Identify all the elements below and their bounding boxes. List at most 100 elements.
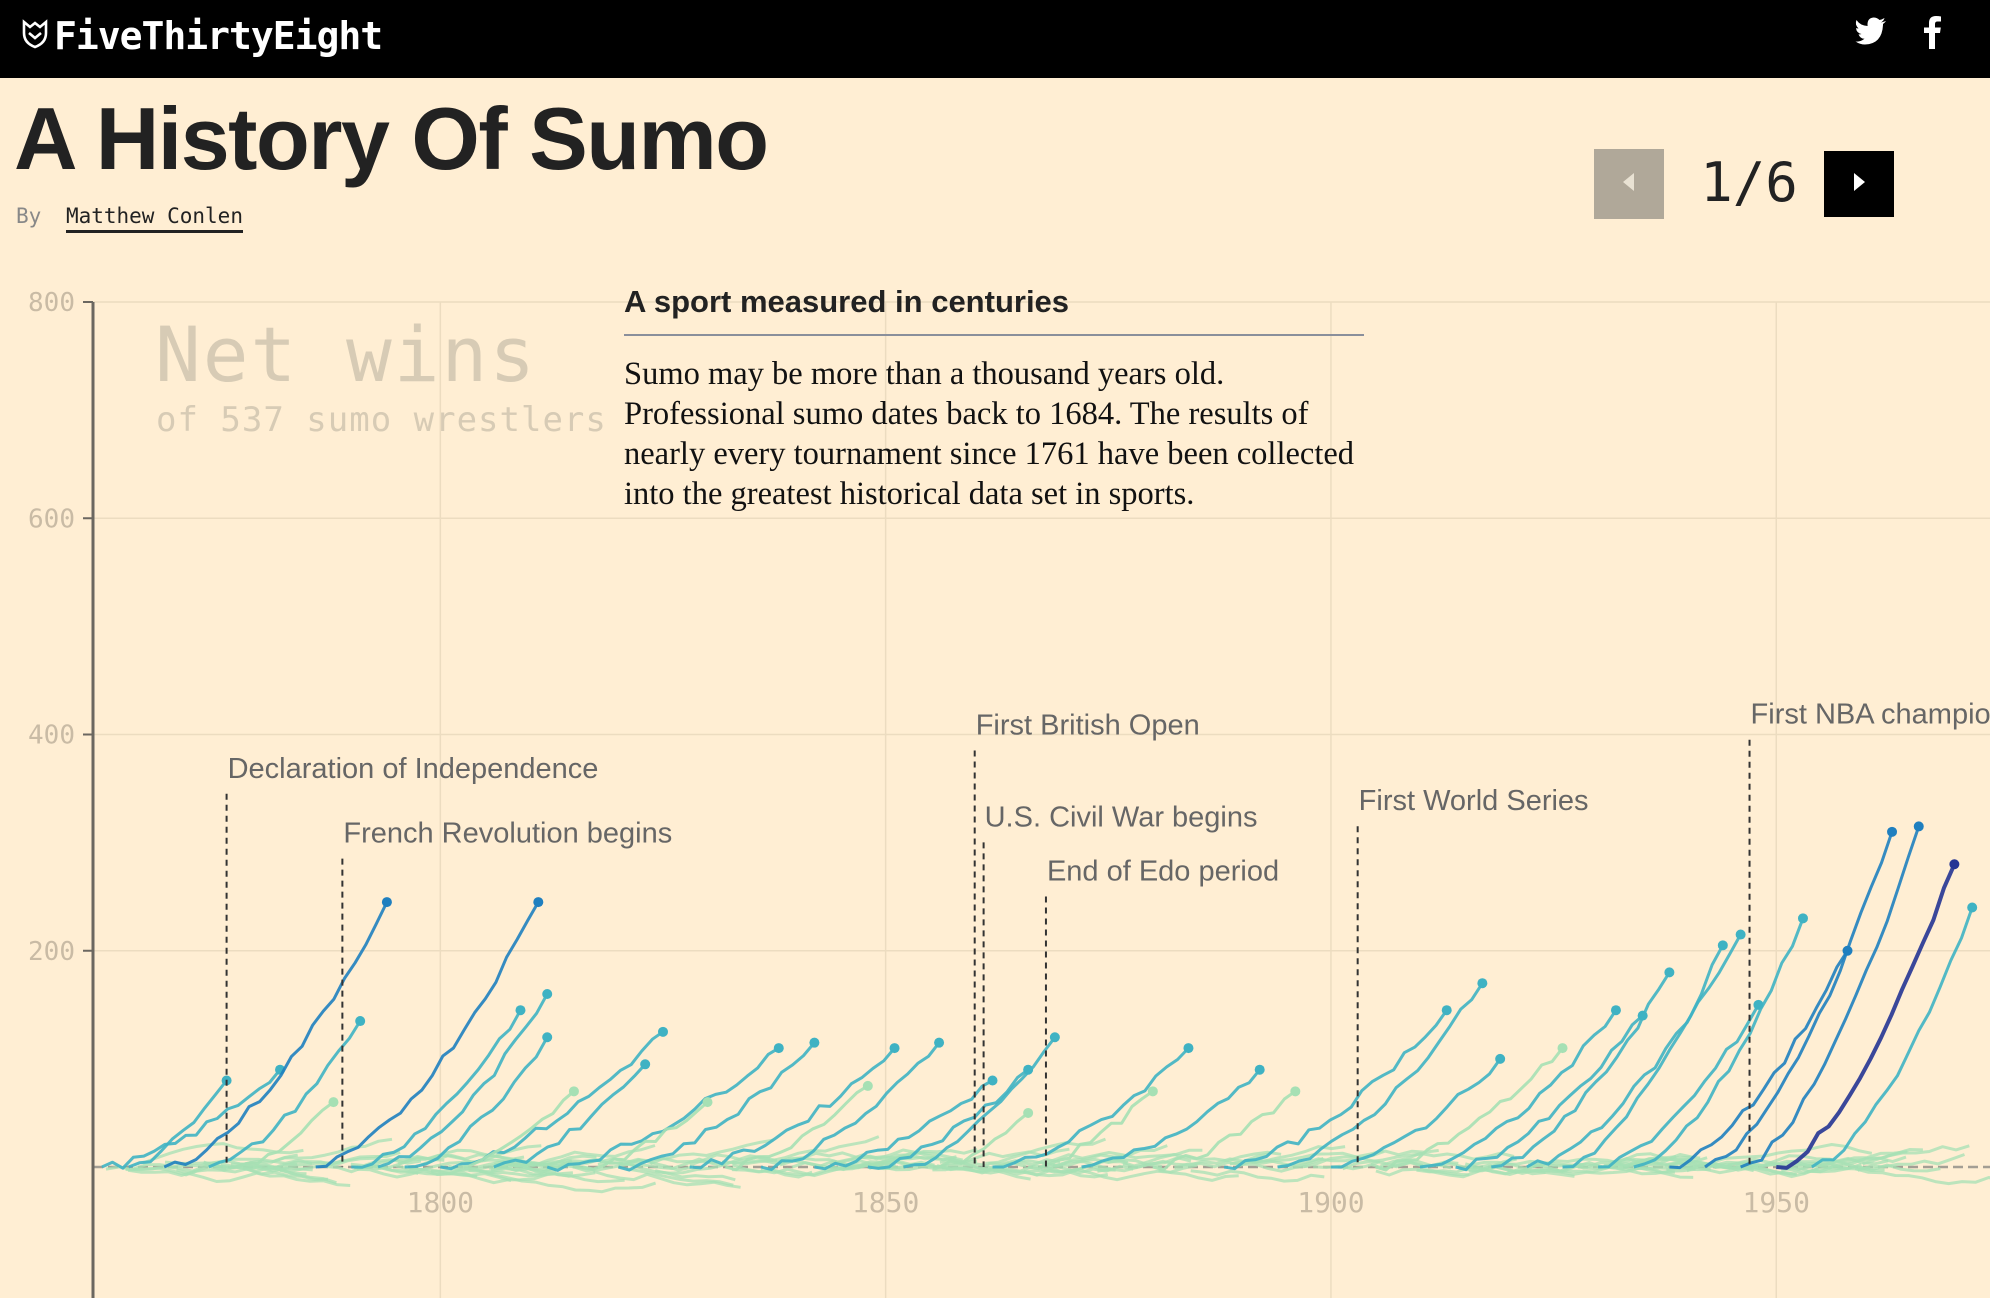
- series-end-point: [1797, 913, 1808, 924]
- series-line-minor: [572, 1158, 653, 1173]
- series-line-minor: [649, 1156, 718, 1166]
- top-bar: FiveThirtyEight: [0, 0, 1990, 78]
- byline-prefix: By: [16, 204, 42, 228]
- series-end-point: [1183, 1043, 1194, 1054]
- series-end-point: [1913, 821, 1924, 832]
- series-end-point: [640, 1059, 651, 1070]
- series-line-minor: [1575, 1162, 1696, 1176]
- author-link[interactable]: Matthew Conlen: [65, 204, 243, 233]
- series-line-minor: [626, 1167, 734, 1187]
- series-end-point: [1023, 1107, 1034, 1118]
- series-line-minor: [356, 1167, 478, 1179]
- x-tick-label: 1900: [1297, 1186, 1364, 1219]
- series-end-point: [702, 1097, 713, 1108]
- series-line: [1277, 982, 1484, 1169]
- facebook-share-button[interactable]: [1920, 14, 1944, 50]
- series-line-minor: [1806, 1163, 1941, 1174]
- event-label: First World Series: [1359, 785, 1589, 817]
- series-end-point: [1664, 967, 1675, 978]
- series-line: [1669, 949, 1849, 1170]
- annotation-body: Sumo may be more than a thousand years o…: [624, 356, 1355, 512]
- series-end-point: [809, 1037, 820, 1048]
- series-line-minor: [629, 1154, 778, 1175]
- series-line: [1633, 917, 1805, 1169]
- series-line-minor: [1610, 1152, 1691, 1164]
- series-line-minor: [242, 1165, 337, 1185]
- arrow-left-icon: [1620, 172, 1638, 197]
- brand-name: FiveThirtyEight: [54, 14, 383, 58]
- series-line: [689, 1047, 896, 1170]
- event-label: U.S. Civil War begins: [985, 801, 1258, 833]
- series-line-minor: [271, 1137, 393, 1164]
- series-end-point: [889, 1043, 900, 1054]
- series-end-point: [1967, 902, 1978, 913]
- series-line: [618, 1041, 816, 1172]
- series-line: [1811, 907, 1974, 1169]
- page-title: A History Of Sumo: [14, 89, 769, 188]
- byline: By Matthew Conlen: [16, 204, 243, 233]
- series-line-minor: [1463, 1159, 1584, 1173]
- chart-title: Net wins: [155, 310, 538, 399]
- series-line-minor: [1546, 1166, 1694, 1179]
- twitter-share-button[interactable]: [1854, 14, 1888, 48]
- annotation-card: A sport measured in centuries Sumo may b…: [624, 284, 1364, 514]
- series-end-point: [1735, 929, 1746, 940]
- series-end-point: [1147, 1086, 1158, 1097]
- slide-current: 1: [1700, 151, 1733, 214]
- twitter-icon: [1854, 14, 1888, 48]
- series-end-point: [1477, 978, 1488, 989]
- facebook-icon: [1920, 14, 1944, 50]
- series-end-point: [1557, 1043, 1568, 1054]
- y-tick-label: 400: [28, 721, 75, 751]
- series-end-point: [1023, 1064, 1034, 1075]
- next-slide-button[interactable]: [1824, 151, 1894, 217]
- series-line-minor: [1158, 1168, 1239, 1182]
- chart-events: Declaration of Independence French Revolu…: [225, 699, 1990, 1167]
- chart-series: [101, 821, 1990, 1194]
- series-line-minor: [468, 1169, 657, 1194]
- event-label: Declaration of Independence: [228, 753, 599, 785]
- series-line: [1598, 1004, 1760, 1169]
- net-wins-chart: Declaration of Independence French Revolu…: [28, 288, 1990, 1298]
- series-line-minor: [599, 1138, 774, 1164]
- chart-axes: 200 400 600 800 1800 1850 1900 1950: [28, 288, 1810, 1298]
- series-line: [1740, 825, 1921, 1169]
- series-line-minor: [1342, 1152, 1424, 1171]
- series-line: [128, 1079, 228, 1169]
- series-line-minor: [1862, 1144, 1970, 1166]
- series-line: [1419, 1009, 1618, 1169]
- series-end-point: [987, 1075, 998, 1086]
- series-line: [1223, 1009, 1448, 1171]
- series-end-point: [1495, 1053, 1506, 1064]
- series-end-point: [533, 897, 544, 908]
- series-line-minor: [1854, 1167, 1990, 1186]
- series-line: [163, 901, 389, 1169]
- series-end-point: [862, 1080, 873, 1091]
- series-line: [351, 1009, 522, 1169]
- series-line: [404, 1036, 549, 1169]
- series-line-minor: [479, 1167, 574, 1176]
- series-line-minor: [1507, 1169, 1575, 1178]
- series-line: [1526, 933, 1742, 1169]
- series-line: [493, 1063, 647, 1169]
- series-line: [867, 1068, 1029, 1170]
- series-end-point: [328, 1097, 339, 1108]
- series-line: [1027, 1090, 1154, 1171]
- y-tick-label: 800: [28, 288, 75, 318]
- series-line: [1330, 1058, 1502, 1169]
- series-line: [760, 1041, 941, 1172]
- series-line: [814, 1079, 994, 1171]
- series-line: [1375, 1047, 1564, 1172]
- series-line: [458, 1090, 575, 1169]
- y-tick-label: 200: [28, 937, 75, 967]
- series-line-minor: [1375, 1167, 1470, 1177]
- series-end-point: [381, 897, 392, 908]
- x-tick-label: 1950: [1743, 1186, 1810, 1219]
- series-end-point: [1949, 859, 1960, 870]
- series-line-minor: [882, 1147, 1070, 1172]
- series-line-minor: [1786, 1150, 1908, 1167]
- event-label: First NBA championship: [1751, 699, 1990, 731]
- prev-slide-button[interactable]: [1594, 149, 1664, 219]
- slide-separator: /: [1732, 151, 1766, 214]
- brand-logo[interactable]: FiveThirtyEight: [22, 14, 383, 58]
